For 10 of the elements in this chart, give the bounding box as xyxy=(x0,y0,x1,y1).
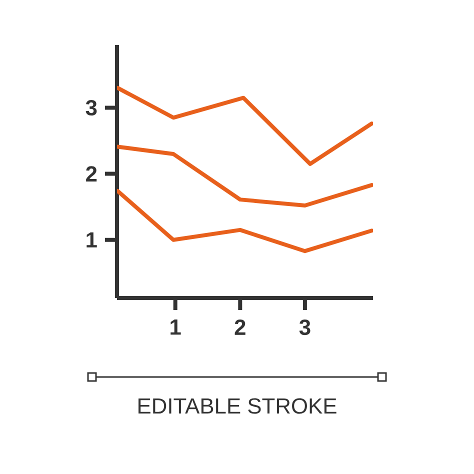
x-tick-label: 3 xyxy=(299,320,310,336)
line-series xyxy=(117,188,374,254)
y-tick-label: 2 xyxy=(86,166,97,182)
text: EDITABLE STROKE xyxy=(138,398,336,414)
y-tick-label: 3 xyxy=(86,100,97,116)
x-tick-label: 2 xyxy=(234,320,246,335)
line-series xyxy=(117,86,374,166)
y-tick-label: 1 xyxy=(86,232,97,248)
x-tick-label: 1 xyxy=(170,320,181,335)
line-series xyxy=(117,144,374,208)
